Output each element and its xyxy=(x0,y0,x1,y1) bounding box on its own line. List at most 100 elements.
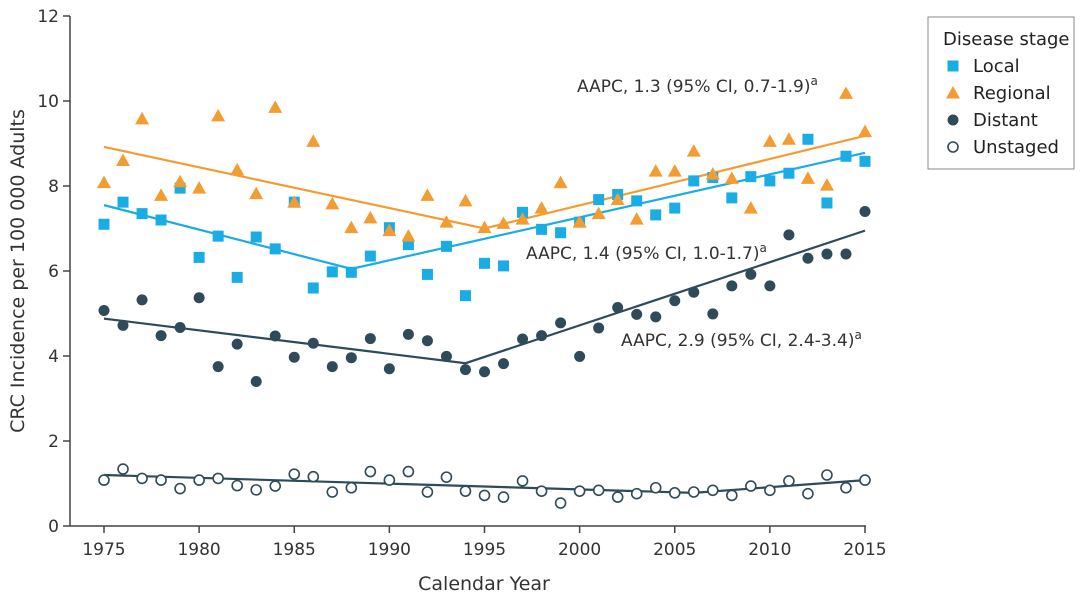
y-tick-label: 12 xyxy=(37,7,59,27)
legend-item-unstaged: Unstaged xyxy=(947,137,1059,158)
data-point-regional xyxy=(477,220,492,234)
data-point-unstaged xyxy=(250,484,263,496)
data-point-regional xyxy=(648,164,663,177)
data-point-distant xyxy=(136,294,148,306)
data-point-unstaged xyxy=(592,484,605,497)
data-point-unstaged xyxy=(516,475,529,487)
data-point-unstaged xyxy=(840,481,852,494)
data-point-regional xyxy=(211,108,226,122)
data-point-regional xyxy=(325,196,340,210)
data-point-regional xyxy=(781,132,796,145)
data-point-unstaged xyxy=(307,470,320,483)
legend: Disease stage Local Regional Distant Unstag… xyxy=(927,16,1075,170)
data-point-regional xyxy=(420,188,435,201)
data-point-unstaged xyxy=(326,486,339,498)
data-point-unstaged xyxy=(821,469,833,481)
data-point-unstaged xyxy=(859,474,871,486)
data-point-distant xyxy=(117,319,129,331)
data-point-regional xyxy=(458,193,473,207)
data-point-local xyxy=(345,266,357,278)
data-point-distant xyxy=(479,366,490,378)
data-point-local xyxy=(364,250,376,262)
legend-label-regional: Regional xyxy=(973,83,1051,104)
data-point-regional xyxy=(154,188,169,201)
data-point-distant xyxy=(193,292,205,304)
data-point-distant xyxy=(517,333,529,345)
data-point-distant xyxy=(98,305,110,317)
annotation-local: AAPC, 1.4 (95% CI, 1.0-1.7)a xyxy=(526,241,767,264)
y-axis-title: CRC Incidence per 100 000 Adults xyxy=(7,109,29,433)
data-point-unstaged xyxy=(212,472,224,485)
data-point-local xyxy=(117,196,129,208)
data-point-regional xyxy=(838,86,853,99)
data-point-unstaged xyxy=(706,484,719,497)
data-point-unstaged xyxy=(687,486,700,498)
data-point-distant xyxy=(364,333,376,345)
data-point-local xyxy=(193,251,205,263)
data-point-unstaged xyxy=(611,491,624,503)
legend-item-regional: Regional xyxy=(946,83,1051,104)
data-point-regional xyxy=(610,192,625,206)
data-point-local xyxy=(859,155,871,167)
data-point-distant xyxy=(650,311,662,323)
legend-marker-regional xyxy=(946,86,960,99)
data-point-regional xyxy=(173,174,188,188)
trend-line-distant xyxy=(103,229,866,365)
data-point-local xyxy=(764,175,776,187)
data-point-local xyxy=(726,192,738,204)
legend-label-unstaged: Unstaged xyxy=(973,137,1059,158)
data-point-regional xyxy=(344,220,359,234)
data-point-regional xyxy=(306,134,321,147)
annotations: AAPC, 1.3 (95% CI, 0.7-1.9)a AAPC, 1.4 (9… xyxy=(526,74,862,351)
data-point-unstaged xyxy=(383,474,396,486)
data-point-local xyxy=(98,218,110,230)
annotation-distant: AAPC, 2.9 (95% CI, 2.4-3.4)a xyxy=(621,328,862,351)
data-point-unstaged xyxy=(421,486,434,498)
data-point-local xyxy=(174,182,186,194)
y-tick-label: 6 xyxy=(48,262,59,282)
data-point-regional xyxy=(496,216,511,229)
data-point-unstaged xyxy=(117,463,129,475)
y-tick-label: 8 xyxy=(48,177,59,197)
data-point-distant xyxy=(212,361,224,373)
data-point-local xyxy=(840,150,852,162)
data-point-regional xyxy=(629,212,644,225)
x-tick-label: 2010 xyxy=(748,540,791,560)
data-point-unstaged xyxy=(668,487,681,499)
data-point-local xyxy=(402,239,414,251)
data-point-distant xyxy=(631,308,643,320)
data-point-unstaged xyxy=(630,487,643,500)
data-point-regional xyxy=(230,162,245,176)
data-point-unstaged xyxy=(155,474,167,486)
data-point-unstaged xyxy=(402,465,415,478)
data-point-local xyxy=(212,230,224,242)
data-point-distant xyxy=(840,248,852,260)
data-point-regional xyxy=(249,186,264,200)
y-tick-label: 4 xyxy=(48,347,59,367)
data-point-unstaged xyxy=(745,480,757,492)
data-point-unstaged xyxy=(497,491,510,503)
data-point-distant xyxy=(821,248,833,260)
data-point-distant xyxy=(459,364,471,376)
data-point-distant xyxy=(802,252,814,264)
data-point-regional xyxy=(135,111,150,125)
data-point-distant xyxy=(383,363,395,375)
x-tick-label: 2005 xyxy=(653,540,696,560)
data-point-unstaged xyxy=(783,475,795,487)
data-point-distant xyxy=(726,280,738,292)
data-point-unstaged xyxy=(174,482,186,495)
x-tick-label: 1995 xyxy=(463,540,506,560)
data-point-unstaged xyxy=(764,484,776,497)
data-point-distant xyxy=(440,350,452,362)
data-point-local xyxy=(745,171,757,183)
data-point-regional xyxy=(382,223,397,237)
series-distant xyxy=(98,206,871,387)
data-point-regional xyxy=(401,229,416,242)
data-point-local xyxy=(498,260,510,272)
data-point-regional xyxy=(268,100,283,113)
data-point-local xyxy=(231,271,243,283)
axes: 0 2 4 6 8 10 12 1975 1980 1985 1990 1995 2000 2005 20… xyxy=(37,7,886,560)
data-point-distant xyxy=(498,358,510,370)
data-point-unstaged xyxy=(269,480,282,492)
